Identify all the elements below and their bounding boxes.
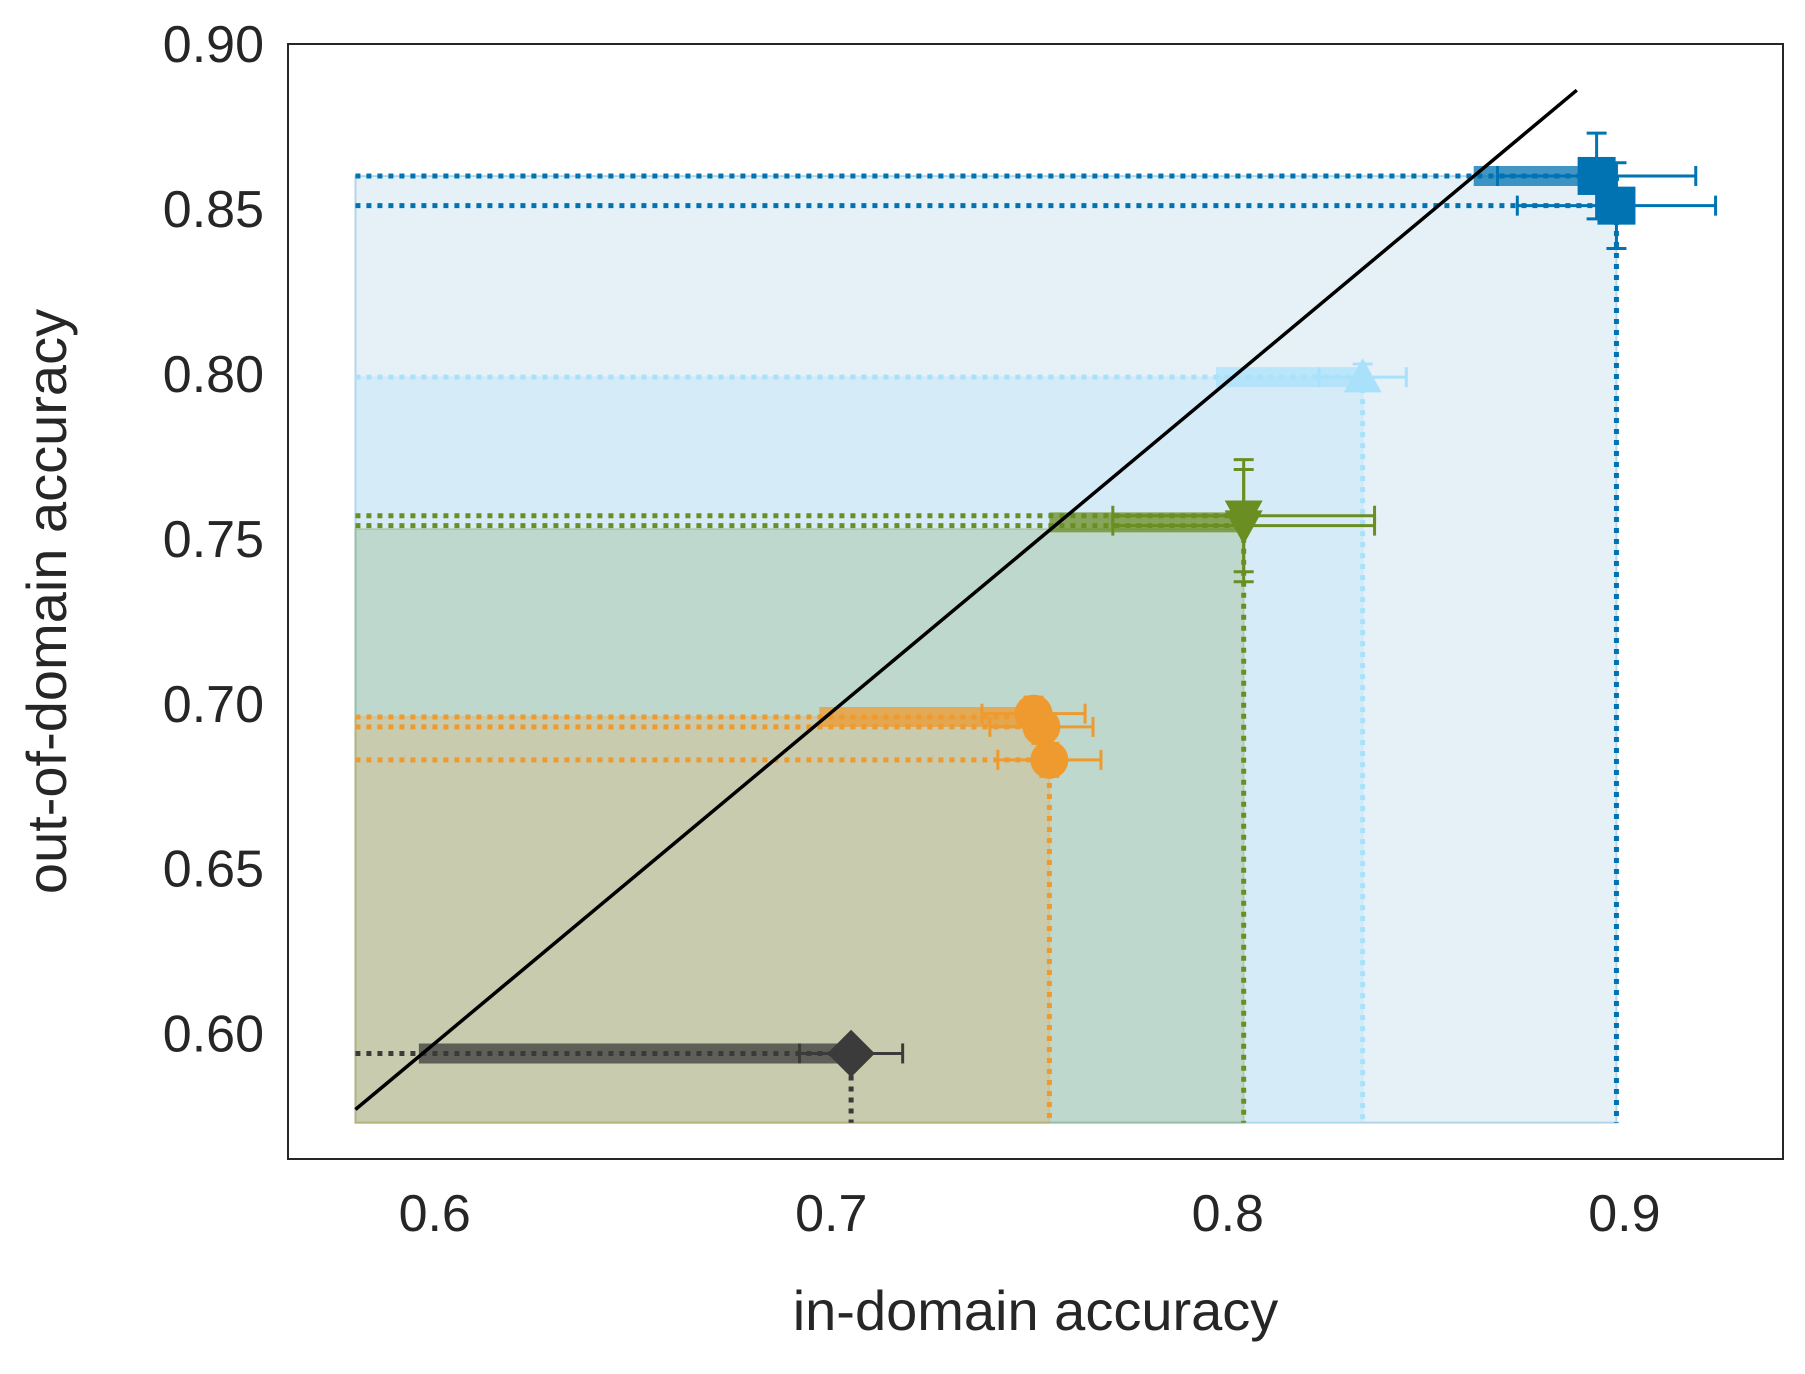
x-axis-label: in-domain accuracy: [793, 1279, 1279, 1342]
offset-bands: [418, 165, 1605, 1064]
x-tick-label: 0.9: [1588, 1185, 1660, 1243]
marker-series-3-point-1: [1022, 707, 1061, 746]
marker-series-3-point-2: [1030, 740, 1069, 779]
marker-series-1-point-0: [1343, 358, 1382, 393]
region-series-1: [354, 376, 1364, 1124]
x-axis-ticks: 0.6 0.7 0.8 0.9: [399, 1185, 1661, 1243]
y-tick-label: 0.85: [163, 181, 264, 239]
y-tick-label: 0.65: [163, 841, 264, 899]
y-tick-label: 0.75: [163, 511, 264, 569]
plot-frame: [287, 43, 1784, 1160]
y-tick-label: 0.80: [163, 346, 264, 404]
y-axis-label: out-of-domain accuracy: [15, 309, 78, 894]
shaded-regions: [354, 174, 1618, 1124]
x-tick-label: 0.8: [1192, 1185, 1264, 1243]
y-tick-label: 0.90: [163, 16, 264, 74]
data-markers: [827, 156, 1636, 1078]
region-series-0: [354, 174, 1618, 1124]
region-series-2: [354, 527, 1245, 1124]
marker-series-0-point-1: [1597, 186, 1636, 225]
y-tick-label: 0.60: [163, 1006, 264, 1064]
x-tick-label: 0.7: [795, 1185, 867, 1243]
y-tick-label: 0.70: [163, 676, 264, 734]
diagonal-reference: [354, 88, 1578, 1111]
diagonal-line: [354, 88, 1578, 1111]
y-axis-ticks: 0.60 0.65 0.70 0.75 0.80 0.85 0.90: [163, 16, 264, 1064]
x-tick-label: 0.6: [399, 1185, 471, 1243]
marker-series-4-point-0: [827, 1029, 875, 1078]
marker-series-2-point-1: [1224, 510, 1263, 545]
